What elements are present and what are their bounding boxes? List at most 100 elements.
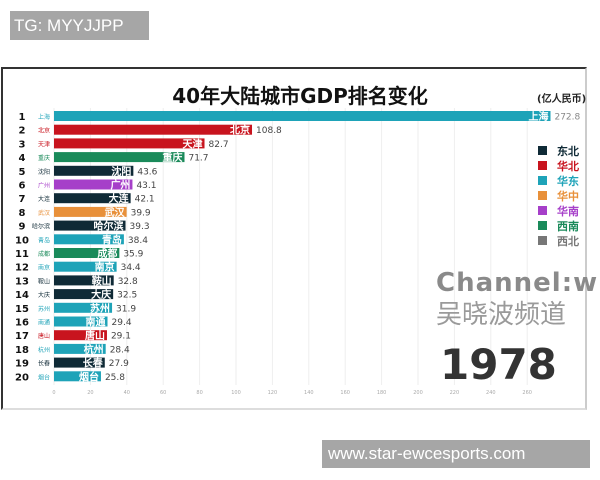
city-label: 大庆 <box>38 291 50 299</box>
bottom-watermark: www.star-ewcesports.com <box>322 440 590 468</box>
value-label: 29.1 <box>111 332 131 342</box>
bar-inner-label: 烟台 <box>79 370 99 383</box>
legend-swatch <box>538 236 547 245</box>
legend-swatch <box>538 206 547 215</box>
bar <box>54 111 551 121</box>
value-label: 272.8 <box>554 113 580 123</box>
rank-label: 16 <box>15 318 29 329</box>
rank-label: 1 <box>19 112 26 123</box>
bar-inner-label: 重庆 <box>162 151 182 164</box>
value-label: 32.5 <box>117 291 137 301</box>
bar <box>54 152 185 163</box>
legend-swatch <box>538 191 547 200</box>
value-label: 31.9 <box>116 304 136 314</box>
rank-label: 4 <box>19 153 26 164</box>
value-label: 43.1 <box>136 181 156 191</box>
value-label: 35.9 <box>123 250 143 260</box>
rank-label: 20 <box>15 372 29 383</box>
rank-label: 6 <box>19 181 26 192</box>
rank-label: 10 <box>15 235 29 246</box>
x-tick-label: 20 <box>87 390 93 396</box>
bar <box>54 275 114 286</box>
bar <box>54 343 106 354</box>
value-label: 25.8 <box>105 373 125 383</box>
x-tick-label: 120 <box>268 390 278 396</box>
legend-swatch <box>538 146 547 155</box>
value-label: 39.9 <box>131 208 151 218</box>
x-tick-label: 60 <box>160 390 166 396</box>
rank-label: 15 <box>15 304 29 315</box>
city-label: 青岛 <box>38 236 50 244</box>
bar-inner-label: 哈尔滨 <box>94 220 124 233</box>
city-label: 南京 <box>38 264 50 272</box>
bar-inner-label: 沈阳 <box>111 165 131 178</box>
city-label: 烟台 <box>38 373 50 381</box>
rank-label: 18 <box>15 345 29 356</box>
value-label: 34.4 <box>121 263 141 273</box>
year-label: 1978 <box>440 340 557 389</box>
bar-inner-label: 南通 <box>86 316 106 329</box>
x-tick-label: 220 <box>450 390 460 396</box>
bar-inner-label: 上海 <box>528 110 548 123</box>
bar-inner-label: 杭州 <box>84 343 104 356</box>
city-label: 武汉 <box>38 209 50 217</box>
bar <box>54 261 117 272</box>
rank-label: 19 <box>15 359 29 370</box>
bar-inner-label: 南京 <box>95 261 115 274</box>
city-label: 成都 <box>38 250 50 258</box>
bar <box>54 248 120 258</box>
rank-label: 5 <box>19 167 26 178</box>
value-label: 108.8 <box>256 126 282 136</box>
x-tick-label: 100 <box>231 390 241 396</box>
legend-item: 华南 <box>538 203 579 218</box>
bar <box>54 193 131 204</box>
city-label: 大连 <box>38 195 50 203</box>
city-label: 重庆 <box>38 154 50 162</box>
value-label: 39.3 <box>130 222 150 232</box>
value-label: 27.9 <box>109 359 129 369</box>
x-tick-label: 0 <box>52 390 55 396</box>
rank-label: 12 <box>15 263 29 274</box>
legend-item: 东北 <box>538 143 579 158</box>
city-label: 广州 <box>38 182 50 190</box>
bar <box>54 289 114 300</box>
x-tick-label: 40 <box>124 390 130 396</box>
bar-inner-label: 北京 <box>230 124 250 137</box>
rank-label: 9 <box>19 222 26 233</box>
city-label: 上海 <box>38 113 50 121</box>
value-label: 32.8 <box>118 277 138 287</box>
chart-title: 40年大陆城市GDP排名变化 <box>172 84 428 108</box>
value-label: 43.6 <box>137 167 157 177</box>
bar <box>54 220 126 231</box>
rank-label: 14 <box>15 290 29 301</box>
legend-item: 华北 <box>538 158 579 173</box>
value-label: 29.4 <box>112 318 132 328</box>
x-tick-label: 260 <box>522 390 532 396</box>
city-label: 南通 <box>38 319 50 327</box>
bar <box>54 330 107 341</box>
bar-inner-label: 大连 <box>109 192 130 205</box>
rank-label: 17 <box>15 331 29 342</box>
city-label: 长春 <box>38 360 50 368</box>
x-tick-label: 180 <box>377 390 387 396</box>
legend-label: 华北 <box>557 159 579 173</box>
city-label: 杭州 <box>38 346 50 354</box>
legend-label: 西北 <box>557 234 579 248</box>
x-tick-label: 140 <box>304 390 314 396</box>
city-label: 北京 <box>38 127 50 135</box>
legend-item: 华东 <box>538 173 579 188</box>
value-label: 38.4 <box>128 236 148 246</box>
x-tick-label: 80 <box>196 390 202 396</box>
legend-swatch <box>538 176 547 185</box>
value-label: 71.7 <box>188 154 208 164</box>
bar <box>54 165 134 176</box>
city-label: 苏州 <box>38 305 50 313</box>
value-label: 82.7 <box>209 140 229 150</box>
x-tick-label: 200 <box>413 390 423 396</box>
legend-label: 华中 <box>557 189 579 203</box>
rank-label: 2 <box>19 126 26 137</box>
bar <box>54 124 253 135</box>
bar-inner-label: 武汉 <box>105 206 126 219</box>
legend-label: 东北 <box>557 144 579 158</box>
